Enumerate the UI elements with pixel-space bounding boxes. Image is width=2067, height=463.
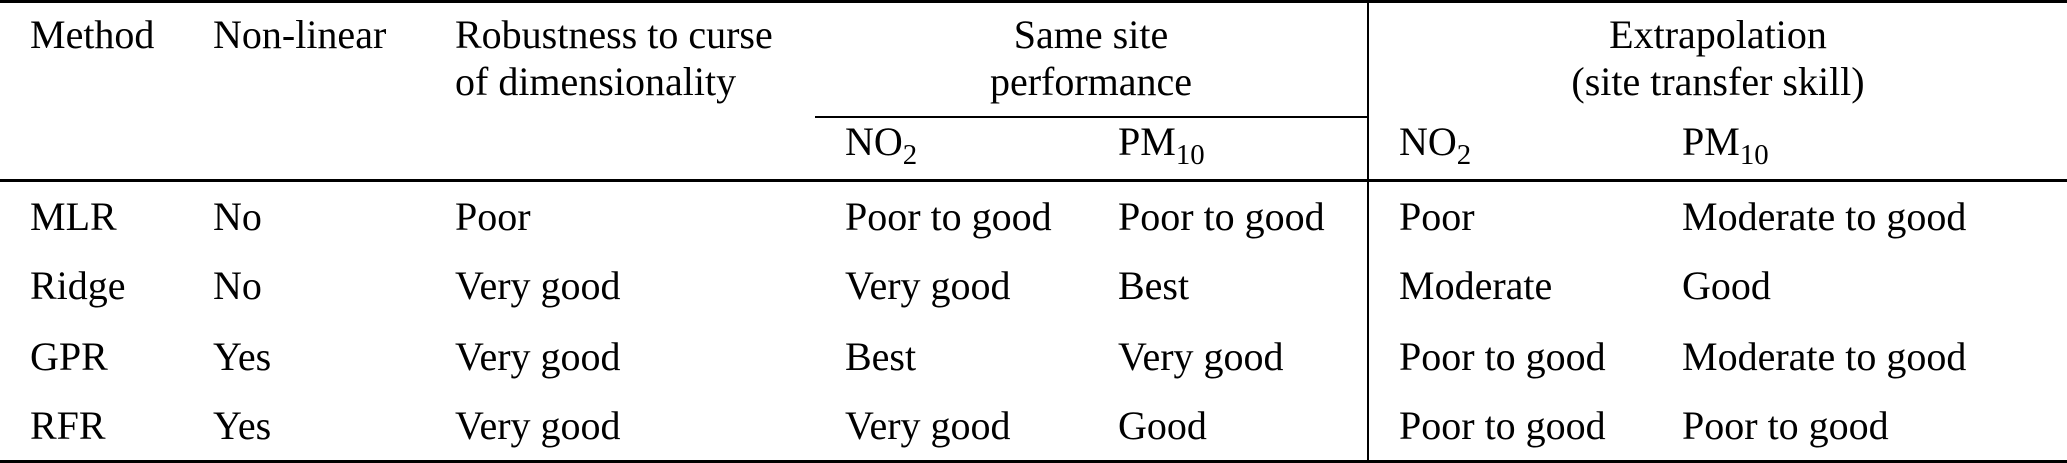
- group-header-same-site-line1: Same site: [1013, 12, 1169, 57]
- no2-subscript: 2: [902, 138, 918, 171]
- group-header-extrapolation-line1: Extrapolation: [1609, 12, 1827, 57]
- col-header-method: Method: [0, 2, 183, 117]
- cell-ext-no2: Poor: [1399, 193, 1475, 239]
- cell-same-no2: Very good: [845, 403, 1011, 449]
- cell-nonlinear: Yes: [213, 403, 272, 449]
- cell-ext-pm10: Poor to good: [1682, 403, 1889, 449]
- col-header-robustness: Robustness to curse of dimensionality: [425, 2, 815, 117]
- cell-robustness: Very good: [455, 333, 621, 379]
- cell-ext-pm10: Moderate to good: [1682, 193, 1967, 239]
- subheader-spacer-robustness: [425, 116, 815, 182]
- subheader-spacer-method: [0, 116, 183, 182]
- col-header-nonlinear: Non-linear: [183, 2, 425, 117]
- pm10-label: PM: [1118, 118, 1176, 164]
- table-row-mlr: MLR No Poor Poor to good Poor to good Po…: [0, 180, 2067, 251]
- subheader-ext-pm10: PM10: [1652, 116, 2067, 182]
- cell-nonlinear: Yes: [213, 333, 272, 379]
- table-row-rfr: RFR Yes Very good Very good Good Poor to…: [0, 391, 2067, 462]
- col-header-robustness-line2: of dimensionality: [455, 59, 737, 105]
- cell-same-pm10: Poor to good: [1088, 180, 1369, 251]
- group-header-extrapolation-line2: (site transfer skill): [1571, 59, 1865, 105]
- pm10-subscript: 10: [1175, 138, 1205, 171]
- cell-robustness: Very good: [455, 263, 621, 309]
- subheader-ext-no2: NO2: [1368, 116, 1652, 182]
- cell-robustness: Very good: [455, 403, 621, 449]
- cell-same-no2: Poor to good: [845, 193, 1052, 239]
- cell-method: RFR: [30, 403, 106, 449]
- col-header-method-label: Method: [30, 12, 155, 57]
- subheader-same-no2: NO2: [815, 116, 1088, 182]
- cell-method: GPR: [30, 333, 108, 379]
- cell-nonlinear: No: [213, 193, 262, 239]
- cell-same-pm10: Good: [1088, 391, 1369, 462]
- pm10-subscript: 10: [1739, 138, 1769, 171]
- cell-method: MLR: [30, 193, 117, 239]
- cell-same-pm10: Best: [1088, 250, 1369, 321]
- cell-same-no2: Very good: [845, 263, 1011, 309]
- col-header-robustness-line1: Robustness to curse: [455, 12, 773, 57]
- cell-ext-no2: Poor to good: [1399, 333, 1606, 379]
- no2-subscript: 2: [1456, 138, 1472, 171]
- subheader-spacer-nonlinear: [183, 116, 425, 182]
- cell-nonlinear: No: [213, 263, 262, 309]
- cell-ext-no2: Moderate: [1399, 263, 1553, 309]
- subheader-same-pm10: PM10: [1088, 116, 1369, 182]
- cell-same-no2: Best: [845, 333, 917, 379]
- cell-ext-no2: Poor to good: [1399, 403, 1606, 449]
- group-header-same-site: Same site performance: [815, 1, 1369, 118]
- no2-label: NO: [1399, 118, 1457, 164]
- group-header-extrapolation: Extrapolation (site transfer skill): [1368, 2, 2067, 117]
- cell-robustness: Poor: [455, 193, 531, 239]
- cell-ext-pm10: Moderate to good: [1682, 333, 1967, 379]
- cell-same-pm10: Very good: [1088, 321, 1369, 392]
- no2-label: NO: [845, 118, 903, 164]
- group-header-same-site-line2: performance: [989, 59, 1193, 105]
- header-row-pollutants: NO2 PM10 NO2 PM10: [0, 116, 2067, 182]
- header-row-groups: Method Non-linear Robustness to curse of…: [0, 1, 2067, 118]
- cell-ext-pm10: Good: [1682, 263, 1771, 309]
- table-row-gpr: GPR Yes Very good Best Very good Poor to…: [0, 321, 2067, 392]
- cell-method: Ridge: [30, 263, 126, 309]
- pm10-label: PM: [1682, 118, 1740, 164]
- col-header-nonlinear-label: Non-linear: [213, 12, 387, 57]
- table-row-ridge: Ridge No Very good Very good Best Modera…: [0, 250, 2067, 321]
